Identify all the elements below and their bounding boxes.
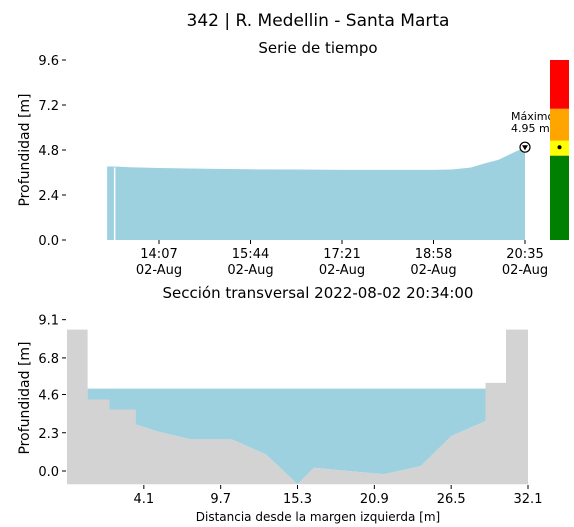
y-tick-label: 7.2: [38, 99, 59, 114]
cross-section-title: Sección transversal 2022-08-02 20:34:00: [163, 284, 474, 302]
y-tick-label: 6.8: [38, 352, 59, 367]
time-series-x-axis: 14:0702-Aug15:4402-Aug17:2102-Aug18:5802…: [136, 240, 548, 278]
x-tick-label: 15.3: [283, 492, 312, 507]
x-tick-label: 26.5: [437, 492, 466, 507]
x-tick-date: 02-Aug: [410, 263, 456, 278]
y-tick-label: 4.6: [38, 389, 59, 404]
y-tick-label: 2.4: [38, 189, 59, 204]
water-area: [87, 382, 486, 485]
x-tick-date: 02-Aug: [502, 263, 548, 278]
cross-section-chart: Sección transversal 2022-08-02 20:34:00 …: [17, 284, 542, 524]
depth-area-series: [107, 147, 525, 240]
x-tick-date: 02-Aug: [136, 263, 182, 278]
x-tick-time: 15:44: [232, 247, 269, 262]
cross-section-y-label: Profundidad [m]: [17, 341, 33, 454]
x-tick-label: 20.9: [360, 492, 389, 507]
alert-level-bar: [550, 60, 569, 240]
cross-section-x-label: Distancia desde la margen izquierda [m]: [196, 510, 440, 524]
y-tick-label: 2.3: [38, 427, 59, 442]
x-tick-label: 4.1: [133, 492, 154, 507]
x-tick-time: 20:35: [506, 247, 543, 262]
maximum-label: Máximo: [511, 110, 555, 123]
maximum-value-label: 4.95 m: [511, 122, 550, 135]
cross-section-x-axis: 4.1 9.7 15.3 20.9 26.5 32.1: [133, 485, 542, 507]
maximum-annotation: Máximo 4.95 m: [511, 110, 555, 135]
y-tick-label: 4.8: [38, 144, 59, 159]
y-tick-label: 9.6: [38, 54, 59, 69]
x-tick-date: 02-Aug: [227, 263, 273, 278]
cross-section-y-axis: 0.0 2.3 4.6 6.8 9.1: [38, 314, 66, 480]
time-series-plot-area: [107, 141, 531, 240]
x-tick-date: 02-Aug: [319, 263, 365, 278]
x-tick-time: 17:21: [323, 247, 360, 262]
alert-band-orange: [550, 108, 569, 141]
time-series-y-axis: 0.0 2.4 4.8 7.2 9.6: [38, 54, 66, 249]
time-series-title: Serie de tiempo: [258, 39, 377, 57]
alert-band-red: [550, 60, 569, 109]
y-tick-label: 9.1: [38, 314, 59, 329]
maximum-marker-arrow: [522, 145, 528, 151]
x-tick-time: 18:58: [415, 247, 452, 262]
time-series-chart: Serie de tiempo 0.02.44.87.29.6 14:0702-…: [17, 39, 569, 278]
y-tick-label: 0.0: [38, 465, 59, 480]
x-tick-label: 9.7: [210, 492, 231, 507]
alert-band-green: [550, 155, 569, 240]
current-level-dot: [557, 145, 562, 150]
cross-section-plot-area: [67, 329, 528, 485]
figure-title: 342 | R. Medellin - Santa Marta: [187, 11, 450, 31]
x-tick-label: 32.1: [514, 492, 543, 507]
riverbed-ground: [67, 329, 528, 485]
time-series-y-label: Profundidad [m]: [17, 93, 33, 206]
x-tick-time: 14:07: [140, 247, 177, 262]
y-tick-label: 0.0: [38, 234, 59, 249]
